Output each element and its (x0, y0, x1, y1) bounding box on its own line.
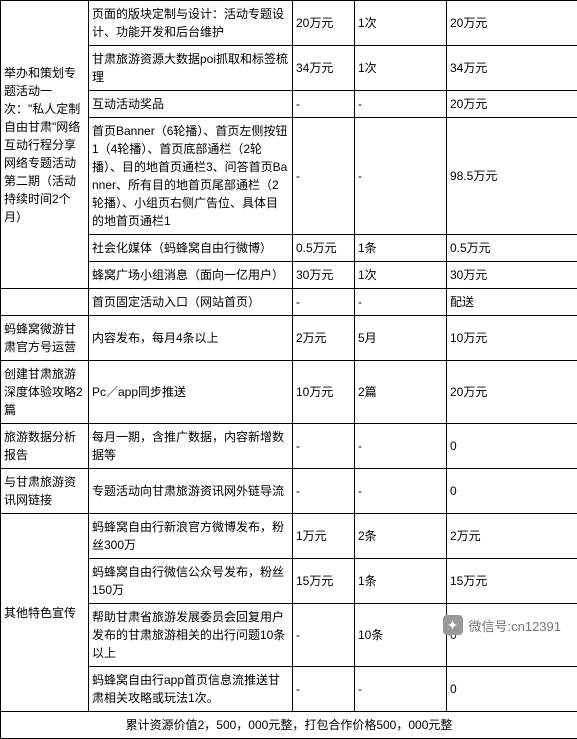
table-cell: 首页固定活动入口（网站首页） (89, 289, 293, 316)
table-cell: 98.5万元 (447, 118, 577, 235)
table-cell: - (355, 424, 447, 469)
table-cell: - (355, 91, 447, 118)
table-cell: 1条 (355, 235, 447, 262)
table-cell: 社会化媒体（蚂蜂窝自由行微博） (89, 235, 293, 262)
table-cell: 页面的版块定制与设计：活动专题设计、功能开发和后台维护 (89, 1, 293, 46)
table-cell: 15万元 (293, 559, 355, 604)
table-cell: 20万元 (447, 91, 577, 118)
table-cell: 举办和策划专题活动一次："私人定制 自由甘肃"网络互动行程分享网络专题活动第二期… (1, 1, 89, 289)
table-cell: - (355, 289, 447, 316)
table-cell: 15万元 (447, 559, 577, 604)
table-cell: 0 (447, 469, 577, 514)
table-cell: 2万元 (293, 316, 355, 361)
table-cell: - (355, 118, 447, 235)
summary-cell: 累计资源价值2，500，000元整，打包合作价格500，000元整 (1, 712, 577, 739)
table-cell: 34万元 (447, 46, 577, 91)
table-cell: 创建甘肃旅游深度体验攻略2篇 (1, 361, 89, 424)
table-cell: 1万元 (293, 514, 355, 559)
table-cell: 与甘肃旅游资讯网链接 (1, 469, 89, 514)
table-cell: 1次 (355, 46, 447, 91)
table-cell: - (293, 424, 355, 469)
table-cell: - (293, 91, 355, 118)
table-cell: 蚂蜂窝微游甘肃官方号运营 (1, 316, 89, 361)
table-cell: 蜂窝广场小组消息（面向一亿用户） (89, 262, 293, 289)
table-row: 首页固定活动入口（网站首页）--配送 (1, 289, 577, 316)
watermark: ✦ 微信号:cn12391 (439, 613, 566, 637)
table-cell: 0.5万元 (293, 235, 355, 262)
table-cell: 34万元 (293, 46, 355, 91)
table-cell: 蚂蜂窝自由行app首页信息流推送甘肃相关攻略或玩法1次。 (89, 667, 293, 712)
table-cell: - (293, 604, 355, 667)
table-cell: 5月 (355, 316, 447, 361)
table-row: 创建甘肃旅游深度体验攻略2篇Pc／app同步推送10万元2篇20万元 (1, 361, 577, 424)
table-cell: 1次 (355, 1, 447, 46)
table-cell: 2万元 (447, 514, 577, 559)
table-cell: 配送 (447, 289, 577, 316)
table-row: 蚂蜂窝微游甘肃官方号运营内容发布，每月4条以上2万元5月10万元 (1, 316, 577, 361)
wechat-icon: ✦ (443, 615, 463, 635)
table-cell: 0 (447, 424, 577, 469)
table-cell: 2篇 (355, 361, 447, 424)
table-cell: 1次 (355, 262, 447, 289)
table-cell: 旅游数据分析报告 (1, 424, 89, 469)
summary-row: 累计资源价值2，500，000元整，打包合作价格500，000元整 (1, 712, 577, 739)
table-cell: 专题活动向甘肃旅游资讯网外链导流 (89, 469, 293, 514)
table-row: 旅游数据分析报告每月一期，含推广数据，内容新增数据等--0 (1, 424, 577, 469)
table-cell: 内容发布，每月4条以上 (89, 316, 293, 361)
table-cell: 首页Banner（6轮播）、首页左侧按钮1（4轮播）、首页底部通栏（2轮播）、目… (89, 118, 293, 235)
table-cell: 20万元 (293, 1, 355, 46)
table-cell: 30万元 (293, 262, 355, 289)
table-cell: - (293, 118, 355, 235)
table-cell: 30万元 (447, 262, 577, 289)
table-cell: 其他特色宣传 (1, 514, 89, 712)
table-cell: 每月一期，含推广数据，内容新增数据等 (89, 424, 293, 469)
table-cell: 1条 (355, 559, 447, 604)
table-cell: Pc／app同步推送 (89, 361, 293, 424)
table-cell: - (355, 469, 447, 514)
table-cell: 20万元 (447, 361, 577, 424)
table-row: 与甘肃旅游资讯网链接专题活动向甘肃旅游资讯网外链导流--0 (1, 469, 577, 514)
table-cell: 10万元 (447, 316, 577, 361)
table-cell: 0 (447, 667, 577, 712)
table-cell: 10万元 (293, 361, 355, 424)
table-cell: 0.5万元 (447, 235, 577, 262)
table-row: 举办和策划专题活动一次："私人定制 自由甘肃"网络互动行程分享网络专题活动第二期… (1, 1, 577, 46)
table-cell: 20万元 (447, 1, 577, 46)
table-cell: - (355, 667, 447, 712)
table-cell: 互动活动奖品 (89, 91, 293, 118)
table-cell: 2条 (355, 514, 447, 559)
table-cell: 10条 (355, 604, 447, 667)
table-cell: 蚂蜂窝自由行微信公众号发布，粉丝150万 (89, 559, 293, 604)
table-row: 其他特色宣传蚂蜂窝自由行新浪官方微博发布，粉丝300万1万元2条2万元 (1, 514, 577, 559)
table-cell: - (293, 289, 355, 316)
table-cell: 甘肃旅游资源大数据poi抓取和标签梳理 (89, 46, 293, 91)
watermark-text: 微信号:cn12391 (469, 616, 562, 635)
table-cell: - (293, 469, 355, 514)
table-cell: - (293, 667, 355, 712)
table-cell: 蚂蜂窝自由行新浪官方微博发布，粉丝300万 (89, 514, 293, 559)
table-cell (1, 289, 89, 316)
table-cell: 帮助甘肃省旅游发展委员会回复用户发布的甘肃旅游相关的出行问题10条以上 (89, 604, 293, 667)
